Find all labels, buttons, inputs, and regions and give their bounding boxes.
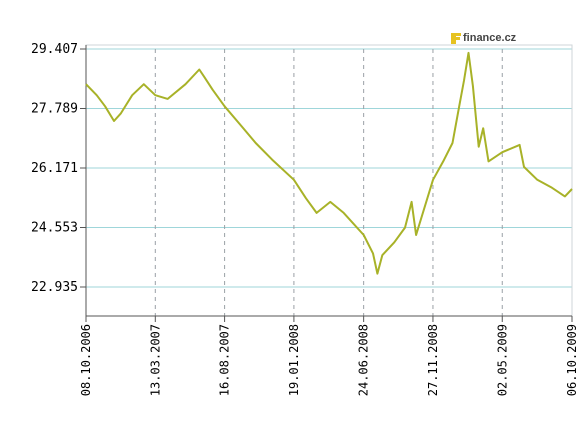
series-layer [85, 51, 573, 275]
series-line [85, 51, 573, 275]
brand-label: finance.cz [463, 32, 517, 44]
x-tick-label: 27.11.2008 [426, 324, 440, 396]
y-tick-label: 24.553 [31, 221, 78, 236]
x-tick-label: 19.01.2008 [287, 324, 301, 396]
x-tick-label: 13.03.2007 [148, 324, 162, 396]
grid-layer [85, 48, 573, 316]
x-tick-label: 06.10.2009 [565, 324, 576, 396]
y-tick-label: 22.935 [31, 280, 78, 295]
finance-logo-icon [451, 33, 461, 44]
x-tick-label: 16.08.2007 [218, 324, 232, 396]
axes-layer [80, 44, 573, 322]
finance-cz-logo: finance.cz [451, 32, 517, 44]
y-tick-label: 29.407 [31, 42, 78, 57]
tick-labels-layer: 29.407 27.789 26.171 24.553 22.935 08.10.2006… [31, 42, 576, 396]
plot-frame [85, 44, 573, 317]
y-tick-label: 27.789 [31, 102, 78, 117]
x-tick-label: 24.06.2008 [357, 324, 371, 396]
x-tick-label: 08.10.2006 [79, 324, 93, 396]
y-tick-label: 26.171 [31, 161, 78, 176]
x-tick-label: 02.05.2009 [495, 324, 509, 396]
